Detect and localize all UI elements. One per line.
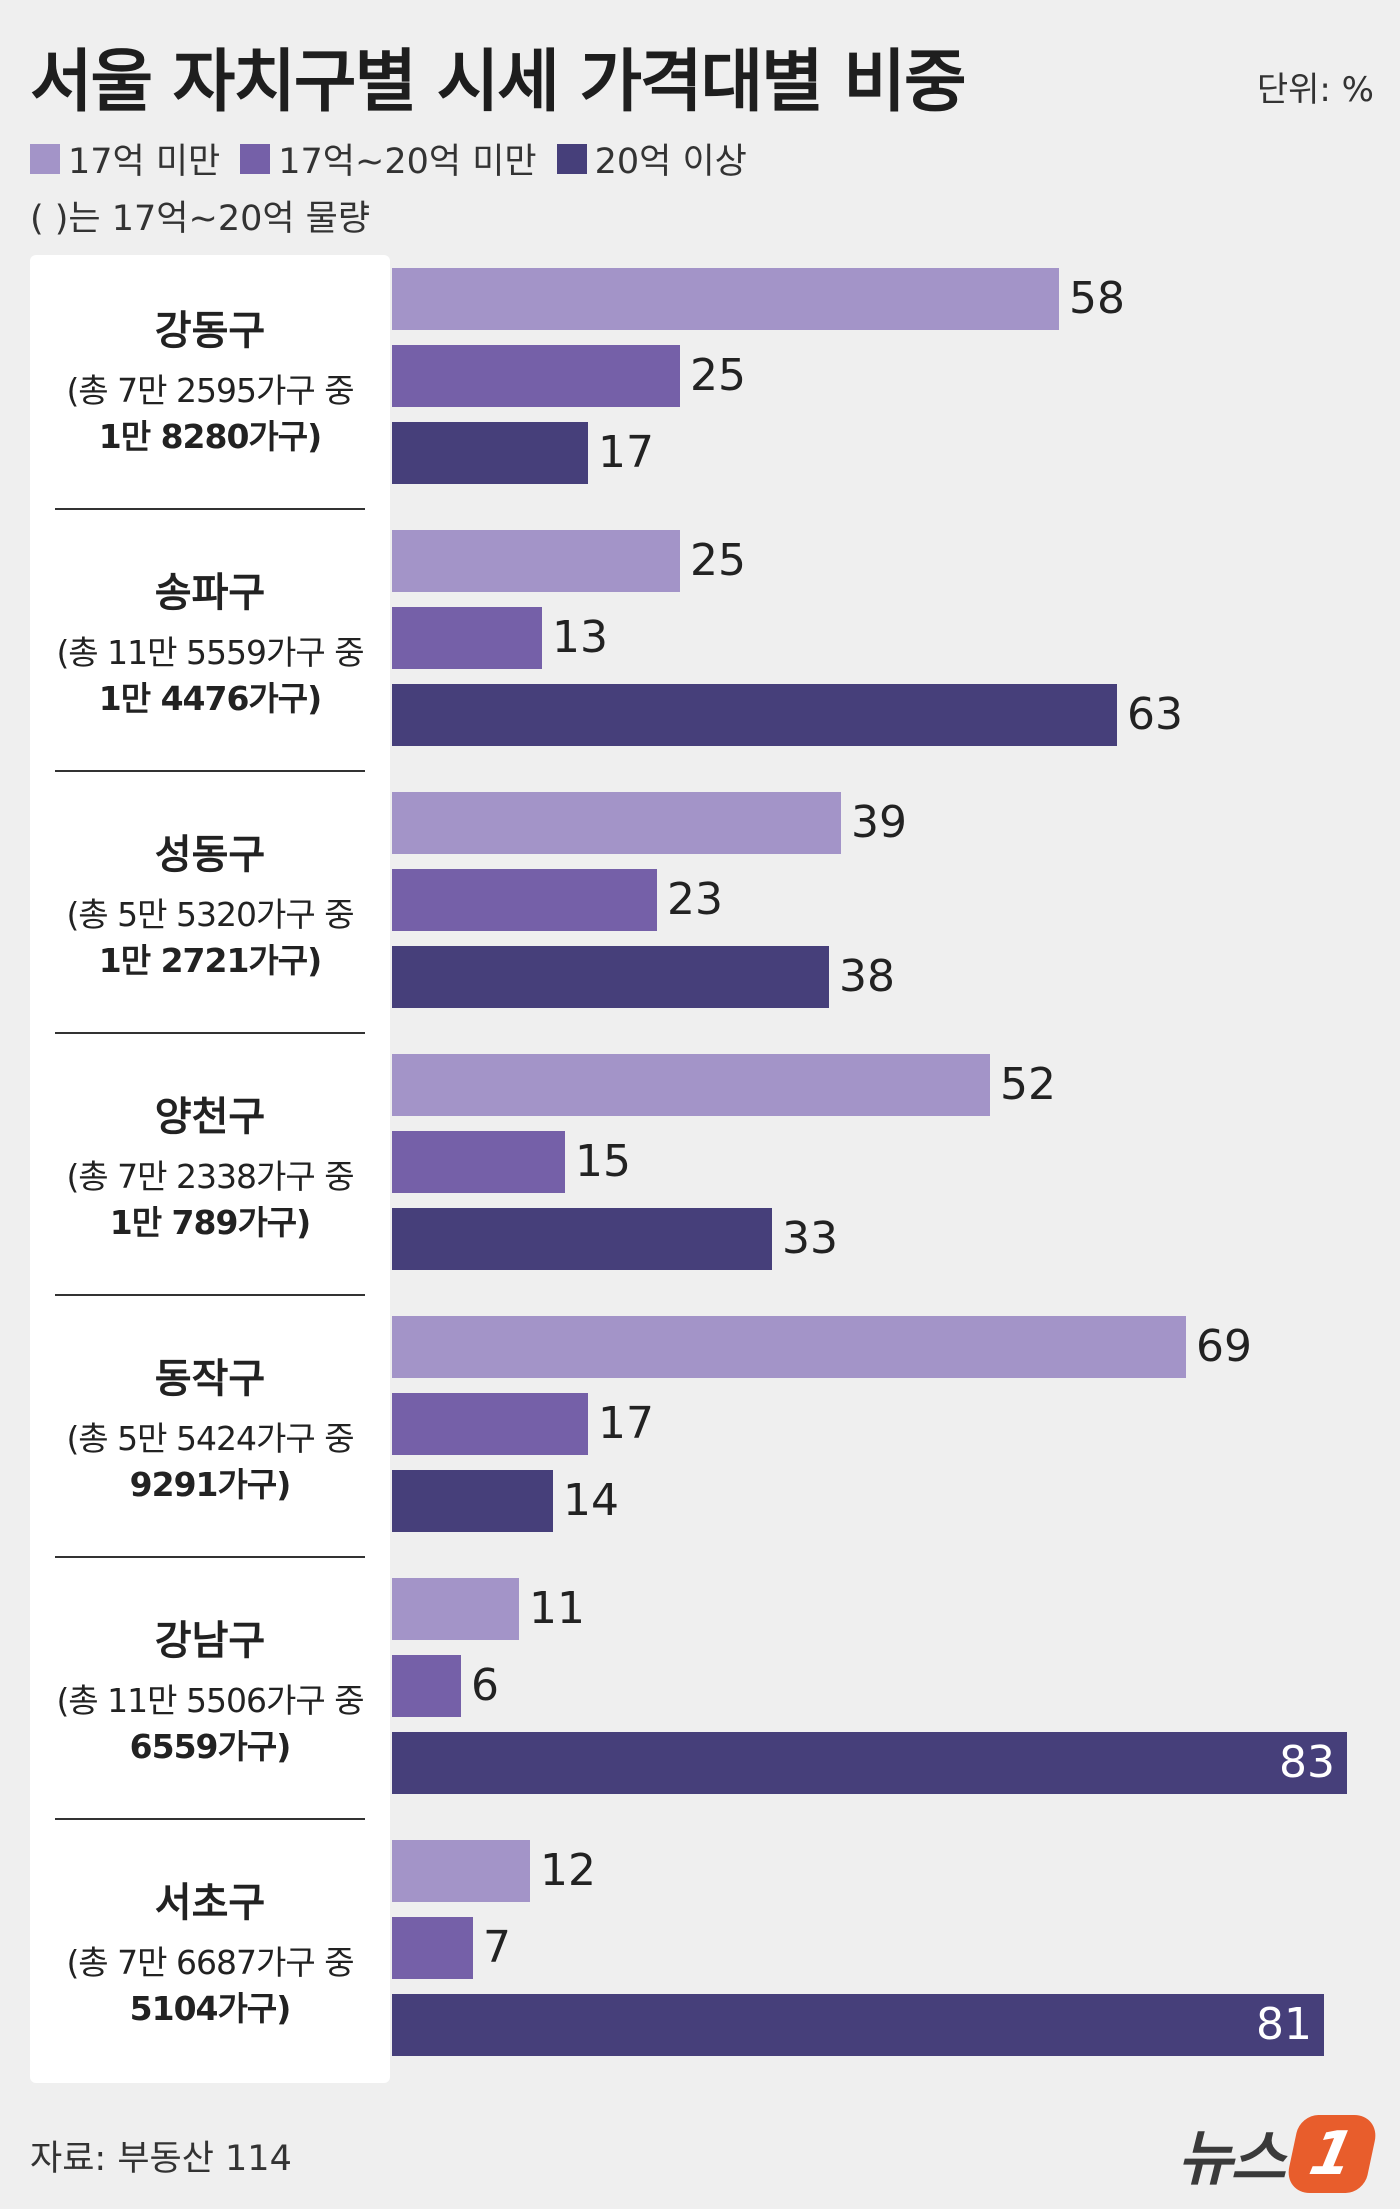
category-name: 성동구 bbox=[154, 832, 266, 878]
bar-value-label: 58 bbox=[1069, 273, 1125, 324]
legend-label-high: 20억 이상 bbox=[594, 142, 747, 182]
bar-value-label: 81 bbox=[1256, 1999, 1312, 2050]
category-label-panel bbox=[30, 255, 390, 2083]
category-label-songpa: 송파구 (총 11만 5559가구 중 1만 4476가구) bbox=[30, 560, 390, 722]
bar-value-label: 39 bbox=[851, 797, 907, 848]
bar-mid bbox=[392, 1131, 565, 1193]
bar-value-label: 63 bbox=[1127, 689, 1183, 740]
legend-item-low: 17억 미만 bbox=[30, 133, 220, 184]
bar-high bbox=[392, 1994, 1324, 2056]
bar-value-label: 15 bbox=[575, 1136, 631, 1187]
bar-mid bbox=[392, 1393, 588, 1455]
note-text: ( )는 17억~20억 물량 bbox=[30, 199, 371, 239]
divider bbox=[55, 1294, 365, 1296]
category-volume: 1만 789가구) bbox=[109, 1203, 312, 1242]
unit-label: 단위: % bbox=[1256, 70, 1374, 110]
bar-value-label: 69 bbox=[1196, 1321, 1252, 1372]
bar-value-label: 83 bbox=[1279, 1737, 1335, 1788]
category-label-seongdong: 성동구 (총 5만 5320가구 중 1만 2721가구) bbox=[30, 822, 390, 984]
category-total: (총 7만 6687가구 중 bbox=[66, 1943, 354, 1982]
bar-high bbox=[392, 1732, 1347, 1794]
source-text: 자료: 부동산 114 bbox=[30, 2139, 292, 2179]
divider bbox=[55, 1556, 365, 1558]
category-total: (총 5만 5424가구 중 bbox=[66, 1419, 354, 1458]
bar-value-label: 11 bbox=[529, 1583, 585, 1634]
bar-low bbox=[392, 1054, 990, 1116]
category-volume: 1만 8280가구) bbox=[98, 417, 322, 456]
category-total: (총 5만 5320가구 중 bbox=[66, 895, 354, 934]
bar-high bbox=[392, 422, 588, 484]
bar-low bbox=[392, 530, 680, 592]
legend-swatch-mid bbox=[240, 143, 271, 174]
bar-low bbox=[392, 1316, 1186, 1378]
legend-label-low: 17억 미만 bbox=[68, 142, 221, 182]
bar-value-label: 38 bbox=[839, 951, 895, 1002]
category-volume: 6559가구) bbox=[129, 1727, 292, 1766]
category-name: 송파구 bbox=[154, 570, 266, 616]
bar-value-label: 12 bbox=[540, 1845, 596, 1896]
category-label-dongjak: 동작구 (총 5만 5424가구 중 9291가구) bbox=[30, 1346, 390, 1508]
bar-value-label: 23 bbox=[667, 874, 723, 925]
category-total: (총 7만 2338가구 중 bbox=[66, 1157, 354, 1196]
category-volume: 1만 2721가구) bbox=[98, 941, 322, 980]
divider bbox=[55, 508, 365, 510]
category-volume: 5104가구) bbox=[129, 1989, 292, 2028]
bar-value-label: 52 bbox=[1000, 1059, 1056, 1110]
bar-high bbox=[392, 946, 829, 1008]
divider bbox=[55, 770, 365, 772]
bar-value-label: 6 bbox=[471, 1660, 499, 1711]
category-name: 강동구 bbox=[154, 308, 266, 354]
category-name: 강남구 bbox=[154, 1618, 266, 1664]
bar-value-label: 14 bbox=[563, 1475, 619, 1526]
category-name: 양천구 bbox=[154, 1094, 266, 1140]
bar-low bbox=[392, 792, 841, 854]
category-total: (총 7만 2595가구 중 bbox=[66, 371, 354, 410]
category-volume: 1만 4476가구) bbox=[98, 679, 322, 718]
bar-value-label: 17 bbox=[598, 1398, 654, 1449]
category-volume: 9291가구) bbox=[129, 1465, 292, 1504]
divider bbox=[55, 1032, 365, 1034]
category-total: (총 11만 5559가구 중 bbox=[56, 633, 364, 672]
bar-mid bbox=[392, 1917, 473, 1979]
bar-low bbox=[392, 1840, 530, 1902]
category-label-gangnam: 강남구 (총 11만 5506가구 중 6559가구) bbox=[30, 1608, 390, 1770]
legend-swatch-low bbox=[30, 143, 60, 174]
category-label-gangdong: 강동구 (총 7만 2595가구 중 1만 8280가구) bbox=[30, 298, 390, 460]
category-name: 동작구 bbox=[154, 1356, 266, 1402]
bar-high bbox=[392, 1208, 772, 1270]
bar-low bbox=[392, 1578, 519, 1640]
bar-value-label: 33 bbox=[782, 1213, 838, 1264]
bar-high bbox=[392, 684, 1117, 746]
news1-logo: 뉴스 1 bbox=[1177, 2110, 1381, 2197]
category-total: (총 11만 5506가구 중 bbox=[56, 1681, 364, 1720]
bar-low bbox=[392, 268, 1059, 330]
bar-value-label: 25 bbox=[690, 350, 746, 401]
logo-text: 뉴스 bbox=[1177, 2124, 1286, 2194]
bar-mid bbox=[392, 1655, 461, 1717]
bar-value-label: 17 bbox=[598, 427, 654, 478]
legend: 17억 미만 17억~20억 미만 20억 이상 bbox=[30, 133, 767, 184]
bar-value-label: 25 bbox=[690, 535, 746, 586]
divider bbox=[55, 1818, 365, 1820]
bar-high bbox=[392, 1470, 553, 1532]
bar-value-label: 7 bbox=[483, 1922, 511, 1973]
bar-mid bbox=[392, 607, 542, 669]
bar-value-label: 13 bbox=[552, 612, 608, 663]
category-name: 서초구 bbox=[154, 1880, 266, 1926]
bar-mid bbox=[392, 345, 680, 407]
legend-swatch-high bbox=[556, 143, 587, 174]
chart-title: 서울 자치구별 시세 가격대별 비중 bbox=[30, 43, 967, 122]
category-label-seocho: 서초구 (총 7만 6687가구 중 5104가구) bbox=[30, 1870, 390, 2032]
legend-label-mid: 17억~20억 미만 bbox=[278, 142, 537, 182]
legend-item-high: 20억 이상 bbox=[556, 133, 747, 184]
logo-badge: 1 bbox=[1283, 2114, 1381, 2193]
category-label-yangcheon: 양천구 (총 7만 2338가구 중 1만 789가구) bbox=[30, 1084, 390, 1246]
bar-mid bbox=[392, 869, 657, 931]
legend-item-mid: 17억~20억 미만 bbox=[240, 133, 537, 184]
